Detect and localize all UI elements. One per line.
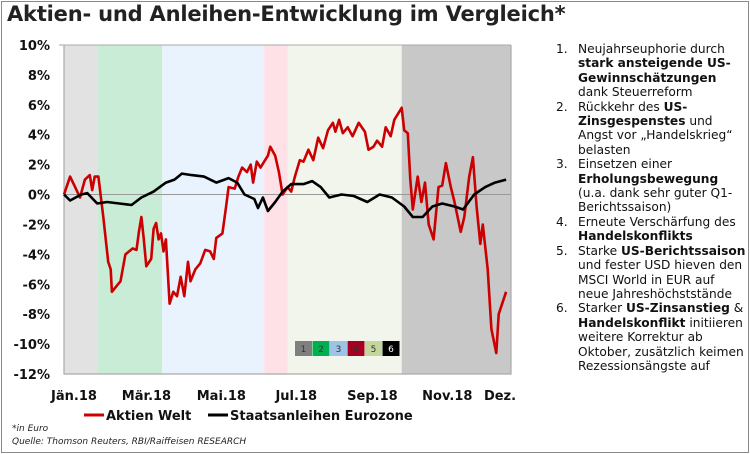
note-highlight: US-Zinsanstieg [626,301,730,316]
y-tick-label: -4% [23,248,50,263]
note-segment: Starke [578,243,621,258]
note-item: 1. Neujahrseuphorie durch stark ansteigen… [554,42,746,100]
x-tick-label: Dez. [484,389,516,404]
y-tick-label: 4% [28,129,50,144]
phase-key-box [295,341,312,356]
phase-key-label: 3 [336,345,342,355]
phase-band-4 [264,45,288,374]
x-tick-label: Jul.18 [274,389,317,404]
note-segment: und fester USD hieven den MSCI World in … [578,258,743,301]
y-tick-label: 10% [19,39,50,54]
y-tick-label: -12% [13,368,50,383]
note-highlight: stark ansteigende US-Gewinnschätzungen [578,56,731,85]
x-tick-label: Mai.18 [197,389,246,404]
note-item: 2. Rückkehr des US-Zinsgespenstes und Ang… [554,100,746,158]
phase-band-5 [287,45,402,374]
y-tick-label: -8% [23,308,50,323]
note-highlight: Handelskonflikt [578,315,686,330]
phase-key-label: 6 [388,345,394,355]
note-segment: und Angst vor „Handelskrieg“ belasten [578,114,733,157]
y-tick-label: 0% [28,189,50,204]
chart-title: Aktien- und Anleihen-Entwicklung im Verg… [7,2,566,26]
note-text: Einsetzen einer Erholungsbewegung (u.a. … [578,157,746,215]
y-tick-label: 6% [28,99,50,114]
note-segment: Rückkehr des [578,99,664,114]
note-item: 5. Starke US-Berichtssaison und fester US… [554,244,746,302]
note-segment: Erneute Verschärfung des [578,214,736,229]
source-note: Quelle: Thomson Reuters, RBI/Raiffeisen … [12,437,247,447]
phase-notes: 1. Neujahrseuphorie durch stark ansteigen… [554,42,746,373]
note-segment: (u.a. dank sehr guter Q1-Berichtssaison) [578,186,733,215]
note-text: Starker US-Zinsanstieg & Handelskonflikt… [578,301,746,373]
note-item: 4. Erneute Verschärfung des Handelskonfli… [554,215,746,244]
note-highlight: US-Zinsgespenstes [578,99,688,129]
note-segment: Starker [578,301,626,316]
legend-label: Aktien Welt [106,409,191,424]
phase-key-box [330,341,347,356]
phase-key-box [365,341,382,356]
x-tick-label: Jän.18 [50,389,97,404]
y-tick-label: -10% [13,338,50,353]
phase-key-label: 5 [371,345,377,355]
note-highlight: Handelskonflikts [578,229,693,244]
note-segment: Neujahrseuphorie durch [578,42,725,56]
phase-key-box [382,341,400,356]
phase-key-label: 4 [353,345,359,355]
footnote: *in Euro [12,424,49,434]
phase-key-box [347,341,365,356]
note-number: 4. [556,214,568,229]
y-tick-label: 8% [28,69,50,84]
y-tick-label: 2% [28,159,50,174]
note-segment: & [729,301,744,316]
note-number: 2. [556,99,568,114]
phase-band-3 [162,45,265,374]
x-tick-label: Mär.18 [122,389,171,404]
note-text: Rückkehr des US-Zinsgespenstes und Angst… [578,100,746,158]
note-highlight: US-Berichtssaison [621,243,746,258]
note-highlight: Erholungsbewegung [578,171,719,186]
legend-label: Staatsanleihen Eurozone [230,409,413,424]
note-item: 6. Starker US-Zinsanstieg & Handelskonfli… [554,301,746,373]
series-line-staatsanleihen [63,172,507,219]
phase-key-box [312,341,330,356]
x-tick-label: Nov.18 [422,389,472,404]
y-tick-label: -6% [23,278,50,293]
note-number: 3. [556,157,568,172]
note-number: 6. [556,301,568,316]
note-text: Starke US-Berichtssaison und fester USD … [578,244,746,302]
note-text: Erneute Verschärfung des Handelskonflikt… [578,215,746,244]
phase-key-label: 2 [318,345,324,355]
x-tick-label: Sep.18 [347,389,398,404]
phase-key-label: 1 [301,345,307,355]
note-segment: Einsetzen einer [578,157,673,172]
note-segment: initiieren weitere Korrektur ab Oktober,… [578,315,744,373]
note-item: 3. Einsetzen einer Erholungsbewegung (u.a… [554,157,746,215]
phase-band-1 [64,45,98,374]
note-text: Neujahrseuphorie durch stark ansteigende… [578,42,746,100]
note-segment: dank Steuerreform [578,85,693,100]
y-tick-label: -2% [23,218,50,233]
plot-frame [63,45,512,375]
note-number: 1. [556,42,568,56]
phase-band-2 [97,45,163,374]
note-number: 5. [556,243,568,258]
